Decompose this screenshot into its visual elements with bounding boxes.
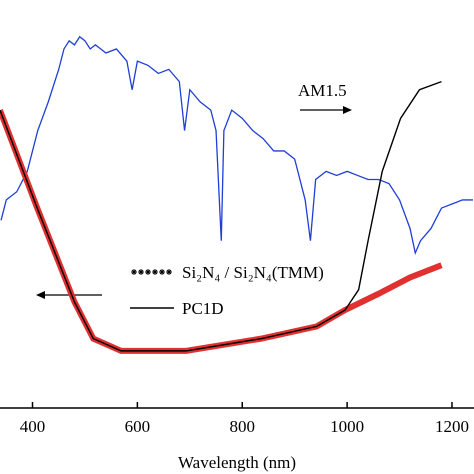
legend-marker [145, 269, 151, 275]
legend-marker [166, 269, 172, 275]
x-tick-label: 1200 [435, 417, 469, 436]
legend-marker [152, 269, 158, 275]
x-tick-label: 1000 [330, 417, 364, 436]
legend-label: Si₂N₄ / Si₂N₄(TMM) [182, 263, 324, 282]
annotation-arrow [300, 106, 352, 114]
x-tick-label: 600 [125, 417, 151, 436]
series-line [0, 80, 442, 352]
annotation: AM1.5 [298, 81, 347, 100]
legend-marker [159, 269, 165, 275]
legend-marker [138, 269, 144, 275]
series-line [0, 35, 473, 256]
legend-label: PC1D [182, 299, 224, 318]
legend-marker [131, 269, 137, 275]
x-tick-label: 800 [229, 417, 255, 436]
x-tick-label: 400 [20, 417, 46, 436]
x-axis-label: Wavelength (nm) [178, 453, 296, 472]
